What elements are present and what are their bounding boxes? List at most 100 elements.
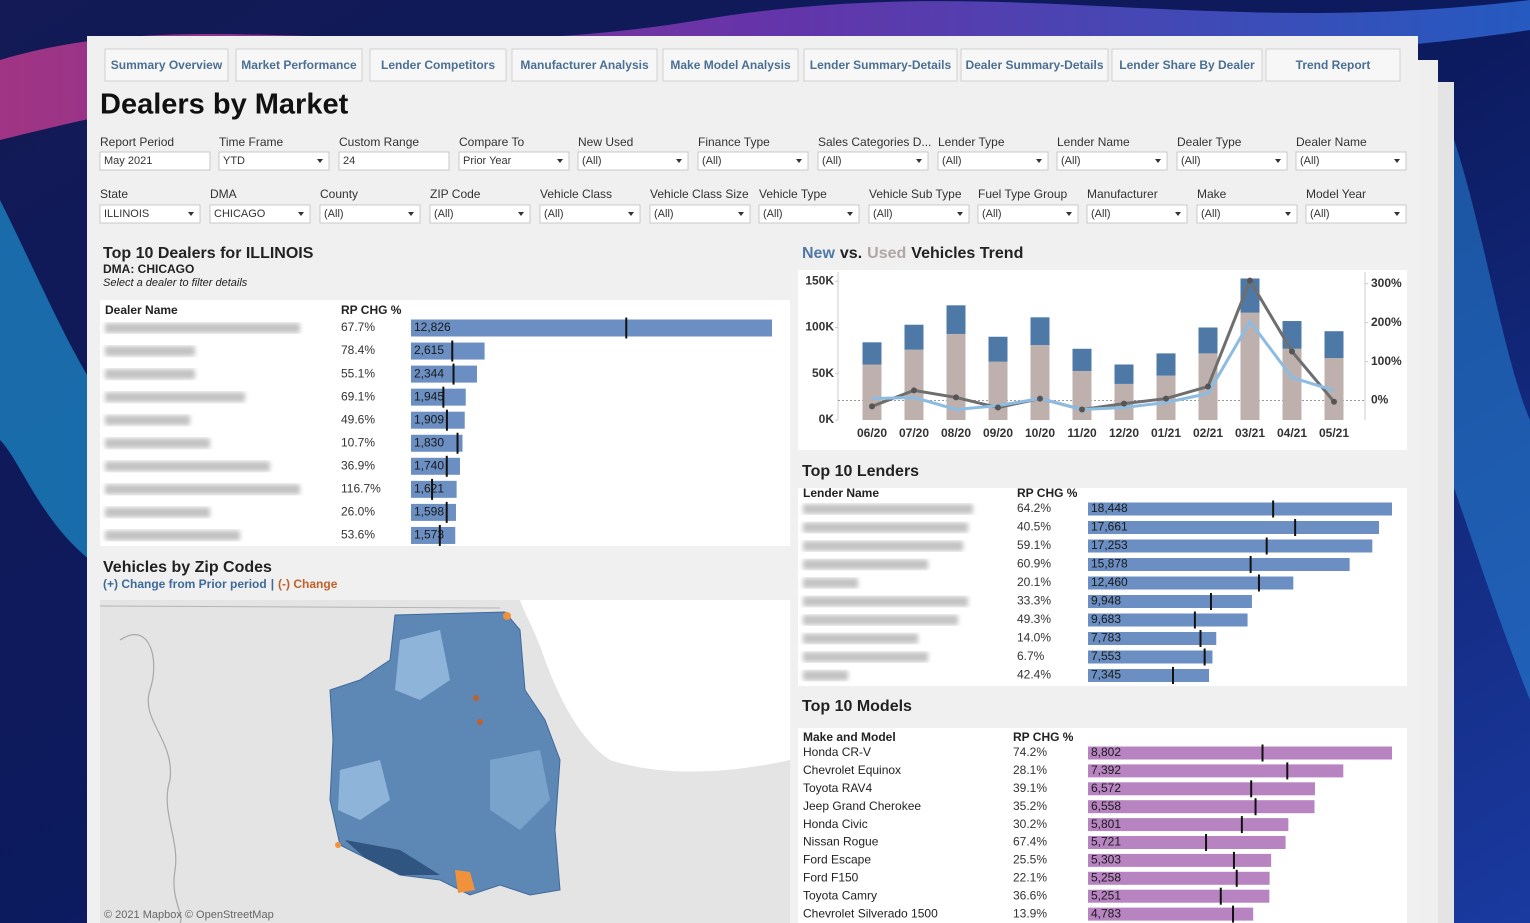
tab-label[interactable]: Manufacturer Analysis <box>520 58 649 72</box>
bar[interactable] <box>411 388 466 406</box>
bar[interactable] <box>411 319 772 337</box>
tab[interactable]: Trend Report <box>1265 48 1401 82</box>
dropdown-arrow[interactable] <box>847 212 853 216</box>
dropdown-arrow[interactable] <box>1394 212 1400 216</box>
filter-value[interactable]: May 2021 <box>104 155 152 167</box>
filter-value[interactable]: Prior Year <box>463 155 512 167</box>
bar[interactable] <box>1088 746 1392 760</box>
tab[interactable]: Lender Share By Dealer <box>1111 48 1263 82</box>
filter-value[interactable]: (All) <box>1061 155 1081 167</box>
filter-value[interactable]: (All) <box>702 155 722 167</box>
dropdown-arrow[interactable] <box>628 212 634 216</box>
bar[interactable] <box>1088 558 1350 571</box>
bar[interactable] <box>1088 502 1392 516</box>
tab[interactable]: Market Performance <box>235 48 363 82</box>
bar[interactable] <box>411 526 456 544</box>
filter-value[interactable]: (All) <box>1091 208 1111 220</box>
bar[interactable] <box>1088 613 1248 627</box>
bar[interactable] <box>1088 800 1315 814</box>
filter-value[interactable]: (All) <box>544 208 564 220</box>
filter-value[interactable]: (All) <box>1300 155 1320 167</box>
tab[interactable]: Summary Overview <box>104 48 229 82</box>
dropdown-arrow[interactable] <box>957 212 963 216</box>
dropdown-arrow[interactable] <box>1175 212 1181 216</box>
filter-value[interactable]: (All) <box>982 208 1002 220</box>
filter-box[interactable] <box>697 151 809 171</box>
filter-value[interactable]: (All) <box>582 155 602 167</box>
stacked-bar[interactable] <box>946 305 966 334</box>
filter-box[interactable] <box>458 151 570 171</box>
bar[interactable] <box>1088 521 1380 534</box>
dropdown-arrow[interactable] <box>676 159 682 163</box>
stacked-bar[interactable] <box>988 361 1008 420</box>
bar[interactable] <box>411 503 456 521</box>
dropdown-arrow[interactable] <box>317 159 323 163</box>
dropdown-arrow[interactable] <box>1394 159 1400 163</box>
dropdown-arrow[interactable] <box>1036 159 1042 163</box>
dropdown-arrow[interactable] <box>1155 159 1161 163</box>
bar[interactable] <box>1088 871 1270 885</box>
filter-box[interactable] <box>539 204 641 224</box>
filter-box[interactable] <box>1196 204 1298 224</box>
tab-box[interactable] <box>662 48 799 82</box>
filter-value[interactable]: (All) <box>1181 155 1201 167</box>
filter-box[interactable] <box>429 204 531 224</box>
dropdown-arrow[interactable] <box>1285 212 1291 216</box>
filter-box[interactable] <box>1305 204 1407 224</box>
filter-box[interactable] <box>319 204 421 224</box>
filter-box[interactable] <box>209 204 311 224</box>
stacked-bar[interactable] <box>862 342 882 365</box>
tab[interactable]: Manufacturer Analysis <box>511 48 658 82</box>
tab-box[interactable] <box>235 48 363 82</box>
filter-value[interactable]: (All) <box>763 208 783 220</box>
stacked-bar[interactable] <box>1072 348 1092 371</box>
filter-box[interactable] <box>1176 151 1288 171</box>
tab[interactable]: Lender Competitors <box>369 48 507 82</box>
dropdown-arrow[interactable] <box>916 159 922 163</box>
filter-value[interactable]: CHICAGO <box>214 208 266 220</box>
stacked-bar[interactable] <box>988 336 1008 362</box>
filter-value[interactable]: YTD <box>223 155 245 167</box>
stacked-bar[interactable] <box>904 349 924 420</box>
dropdown-arrow[interactable] <box>518 212 524 216</box>
filter-box[interactable] <box>1056 151 1168 171</box>
tab-box[interactable] <box>803 48 958 82</box>
stacked-bar[interactable] <box>862 364 882 421</box>
bar[interactable] <box>1088 853 1272 867</box>
dropdown-arrow[interactable] <box>1066 212 1072 216</box>
bar[interactable] <box>411 365 477 383</box>
stacked-bar[interactable] <box>904 324 924 350</box>
bar[interactable] <box>1088 669 1210 682</box>
bar[interactable] <box>1088 889 1270 903</box>
bar[interactable] <box>411 480 457 498</box>
tab[interactable]: Dealer Summary-Details <box>960 48 1109 82</box>
tab-label[interactable]: Lender Share By Dealer <box>1119 58 1255 72</box>
stacked-bar[interactable] <box>1282 321 1302 349</box>
stacked-bar[interactable] <box>1198 327 1218 354</box>
filter-value[interactable]: (All) <box>654 208 674 220</box>
filter-value[interactable]: 24 <box>343 155 355 167</box>
filter-box[interactable] <box>338 151 450 171</box>
filter-value[interactable]: (All) <box>434 208 454 220</box>
filter-box[interactable] <box>758 204 860 224</box>
filter-box[interactable] <box>977 204 1079 224</box>
bar[interactable] <box>1088 907 1254 921</box>
bar[interactable] <box>411 411 465 429</box>
stacked-bar[interactable] <box>1030 317 1050 346</box>
filter-value[interactable]: (All) <box>324 208 344 220</box>
filter-box[interactable] <box>99 151 211 171</box>
filter-value[interactable]: (All) <box>822 155 842 167</box>
tab-box[interactable] <box>960 48 1109 82</box>
filter-box[interactable] <box>649 204 751 224</box>
tab-label[interactable]: Lender Summary-Details <box>810 58 952 72</box>
filter-box[interactable] <box>817 151 929 171</box>
filter-box[interactable] <box>99 204 201 224</box>
bar[interactable] <box>411 434 463 452</box>
stacked-bar[interactable] <box>1114 364 1134 384</box>
tab-box[interactable] <box>511 48 658 82</box>
filter-box[interactable] <box>1295 151 1407 171</box>
dropdown-arrow[interactable] <box>188 212 194 216</box>
dropdown-arrow[interactable] <box>557 159 563 163</box>
tab-box[interactable] <box>1265 48 1401 82</box>
dropdown-arrow[interactable] <box>796 159 802 163</box>
